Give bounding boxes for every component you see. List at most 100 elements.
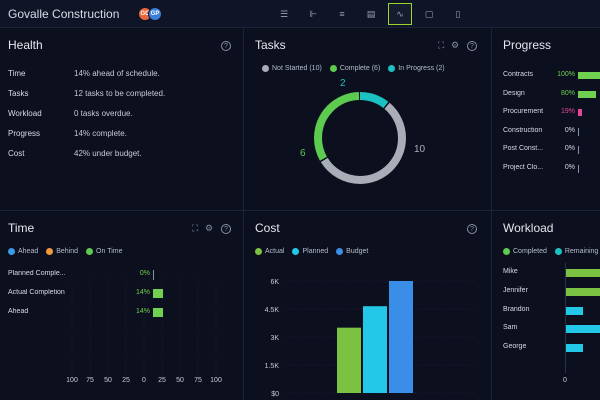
progress-row[interactable]: Procurement 19% xyxy=(503,108,600,118)
time-metric-name: Actual Completion xyxy=(8,289,65,296)
legend-item[interactable]: Actual xyxy=(255,248,284,255)
legend-item[interactable]: Completed xyxy=(503,248,547,255)
y-tick-label: 4.5K xyxy=(265,307,280,314)
gear-icon[interactable]: ⚙ xyxy=(205,223,214,233)
health-value: 0 tasks overdue. xyxy=(74,109,133,118)
tasks-panel: Tasks ⛶ ⚙ ? Not Started (10) Complete (6)… xyxy=(244,28,491,210)
legend-item[interactable]: Behind xyxy=(46,248,78,255)
sheet-icon[interactable]: ▤ xyxy=(366,8,376,19)
progress-phase-name: Post Const... xyxy=(503,145,544,153)
legend-item[interactable]: On Time xyxy=(86,248,123,255)
progress-row[interactable]: Contracts 100% xyxy=(503,71,600,81)
workload-bar xyxy=(566,287,600,296)
avatar-group[interactable]: GC GP xyxy=(138,7,164,22)
chart-legend: Not Started (10) Complete (6) In Progress … xyxy=(262,65,445,72)
in-progress-label: 2 xyxy=(340,78,346,89)
workload-panel: Workload Completed Remaining 0 xyxy=(492,211,600,400)
file-icon[interactable]: ▯ xyxy=(455,8,461,19)
legend-label: Not Started (10) xyxy=(272,65,322,72)
legend-item[interactable]: Ahead xyxy=(8,248,38,255)
progress-panel: Progress xyxy=(492,28,600,210)
health-row: Time 14% ahead of schedule. xyxy=(8,69,238,79)
legend-label: Complete (6) xyxy=(339,65,381,72)
workload-row[interactable]: Sam xyxy=(503,324,600,334)
legend-item[interactable]: Remaining xyxy=(554,248,598,255)
help-icon[interactable]: ? xyxy=(221,41,231,51)
cost-bar-budget[interactable] xyxy=(389,281,413,393)
cost-panel: Cost ? Actual Planned Budget 6K 4.5K 3K 1.5K $… xyxy=(244,211,491,400)
axis-tick-label: 0 xyxy=(142,377,146,384)
cost-bar-planned[interactable] xyxy=(363,306,387,393)
workload-row[interactable]: Jennifer xyxy=(503,287,600,297)
legend-label: Actual xyxy=(265,248,285,255)
gantt-icon[interactable]: ⊩ xyxy=(309,8,317,19)
dashboard-icon[interactable]: ∿ xyxy=(388,3,412,25)
workload-bar xyxy=(566,306,583,315)
board-icon[interactable]: ≡ xyxy=(339,9,345,19)
legend-item[interactable]: Budget xyxy=(336,248,368,255)
expand-icon[interactable]: ⛶ xyxy=(438,40,445,50)
workload-row[interactable]: Mike xyxy=(503,268,600,278)
expand-icon[interactable]: ⛶ xyxy=(192,223,199,233)
avatar[interactable]: GP xyxy=(148,7,162,21)
time-metric-name: Ahead xyxy=(8,308,29,315)
axis-tick-label: 25 xyxy=(122,377,130,384)
assignee-name: George xyxy=(503,343,527,351)
list-icon[interactable]: ☰ xyxy=(279,8,289,19)
health-label: Cost xyxy=(8,149,25,158)
project-title: Govalle Construction xyxy=(8,7,120,21)
help-icon[interactable]: ? xyxy=(221,224,231,234)
time-row[interactable]: Ahead 14% xyxy=(8,308,178,318)
progress-row[interactable]: Project Clo... 0% xyxy=(503,164,600,174)
progress-bar xyxy=(578,90,596,98)
legend-item[interactable]: Complete (6) xyxy=(329,65,381,72)
legend-item[interactable]: Planned xyxy=(292,248,328,255)
legend-item[interactable]: In Progress (2) xyxy=(388,65,445,72)
time-row[interactable]: Planned Comple... 0% xyxy=(8,270,178,280)
calendar-icon[interactable]: ▢ xyxy=(424,8,434,19)
progress-row[interactable]: Post Const... 0% xyxy=(503,145,600,155)
donut-segment-not-started[interactable] xyxy=(314,92,406,184)
legend-dot xyxy=(554,248,562,255)
progress-row[interactable]: Design 80% xyxy=(503,90,600,100)
progress-percent: 0% xyxy=(564,164,575,171)
workload-bar xyxy=(566,325,600,334)
time-metric-percent: 0% xyxy=(139,270,150,277)
progress-row[interactable]: Construction 0% xyxy=(503,127,600,137)
help-icon[interactable]: ? xyxy=(467,224,477,234)
legend-label: Budget xyxy=(346,248,369,255)
help-icon[interactable]: ? xyxy=(467,41,477,51)
progress-phase-name: Procurement xyxy=(503,108,544,116)
panel-title: Workload xyxy=(503,221,554,235)
gear-icon[interactable]: ⚙ xyxy=(451,40,460,50)
panel-title: Progress xyxy=(503,38,552,52)
legend-dot xyxy=(503,248,510,255)
legend-label: On Time xyxy=(96,248,123,255)
time-bar xyxy=(153,289,163,298)
tasks-donut-chart: 2 6 10 xyxy=(300,78,426,184)
panel-title: Cost xyxy=(255,221,280,235)
health-panel: Health ? Time 14% ahead of schedule. Tasks… xyxy=(0,28,243,210)
time-bar-empty xyxy=(153,270,154,280)
progress-percent: 100% xyxy=(557,71,575,78)
legend-label: Planned xyxy=(302,248,329,255)
assignee-name: Jennifer xyxy=(503,286,528,294)
y-tick-label: 1.5K xyxy=(265,363,280,370)
axis-line xyxy=(565,263,566,373)
legend-item[interactable]: Not Started (10) xyxy=(262,65,322,72)
donut-segment-complete[interactable] xyxy=(314,92,406,184)
time-row[interactable]: Actual Completion 14% xyxy=(8,289,178,299)
workload-row[interactable]: George xyxy=(503,343,600,353)
donut-segment-in-progress[interactable] xyxy=(314,92,406,184)
legend-dot xyxy=(86,248,94,255)
health-row: Cost 42% under budget. xyxy=(8,149,238,159)
divider xyxy=(491,28,492,400)
workload-row[interactable]: Brandon xyxy=(503,306,600,316)
cost-bar-actual[interactable] xyxy=(337,327,361,393)
panel-title: Health xyxy=(8,38,43,52)
progress-bar xyxy=(578,109,582,117)
health-label: Progress xyxy=(8,129,41,138)
legend-dot xyxy=(336,248,344,255)
axis-tick-label: 75 xyxy=(86,377,94,384)
divider xyxy=(243,28,244,400)
